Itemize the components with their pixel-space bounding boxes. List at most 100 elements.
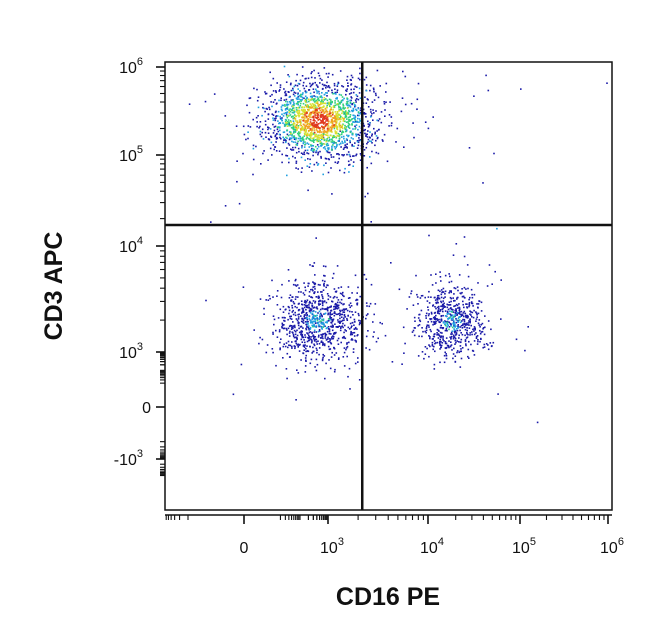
event-dot bbox=[346, 104, 349, 107]
event-dot bbox=[286, 137, 288, 140]
event-dot bbox=[270, 84, 272, 87]
event-dot bbox=[434, 322, 437, 324]
event-dot bbox=[293, 117, 296, 120]
event-dot bbox=[323, 325, 325, 327]
event-dot bbox=[321, 111, 324, 113]
event-dot bbox=[482, 182, 484, 184]
event-dot bbox=[335, 142, 337, 144]
event-dot bbox=[320, 327, 323, 329]
event-dot bbox=[336, 83, 339, 86]
event-dot bbox=[304, 286, 306, 289]
event-dot bbox=[338, 357, 340, 359]
event-dot bbox=[311, 331, 313, 334]
event-dot bbox=[329, 101, 332, 103]
event-dot bbox=[433, 340, 436, 342]
event-dot bbox=[389, 101, 391, 103]
event-dot bbox=[311, 123, 313, 126]
event-dot bbox=[293, 128, 296, 131]
event-dot bbox=[418, 335, 420, 338]
event-dot bbox=[265, 136, 267, 138]
event-dot bbox=[297, 101, 299, 103]
event-dot bbox=[305, 354, 307, 357]
event-dot bbox=[322, 106, 325, 108]
event-dot bbox=[291, 326, 293, 329]
event-dot bbox=[364, 195, 366, 198]
event-dot bbox=[460, 350, 462, 353]
event-dot bbox=[471, 302, 474, 305]
event-dot bbox=[334, 147, 337, 150]
event-dot bbox=[418, 313, 421, 316]
event-dot bbox=[349, 316, 352, 319]
event-dot bbox=[289, 294, 292, 296]
event-dot bbox=[464, 339, 467, 341]
event-dot bbox=[295, 336, 297, 339]
event-dot bbox=[358, 125, 361, 128]
event-dot bbox=[293, 324, 296, 327]
event-dot bbox=[350, 118, 353, 121]
event-dot bbox=[276, 132, 278, 135]
event-dot bbox=[317, 297, 320, 299]
event-dot bbox=[446, 312, 449, 315]
event-dot bbox=[460, 321, 462, 324]
event-dot bbox=[344, 337, 347, 340]
event-dot bbox=[290, 116, 293, 118]
event-dot bbox=[465, 324, 467, 326]
event-dot bbox=[352, 114, 354, 117]
event-dot bbox=[312, 148, 314, 150]
event-dot bbox=[291, 107, 294, 110]
event-dot bbox=[298, 327, 300, 330]
event-dot bbox=[315, 90, 318, 92]
event-dot bbox=[446, 310, 449, 313]
event-dot bbox=[323, 84, 325, 87]
event-dot bbox=[330, 313, 332, 316]
event-dot bbox=[355, 101, 357, 103]
event-dot bbox=[333, 146, 336, 148]
event-dot bbox=[451, 308, 453, 311]
event-dot bbox=[336, 153, 338, 155]
event-dot bbox=[333, 134, 335, 137]
event-dot bbox=[333, 84, 336, 87]
event-dot bbox=[354, 274, 357, 277]
event-dot bbox=[321, 359, 324, 362]
event-dot bbox=[474, 328, 476, 331]
event-dot bbox=[366, 166, 368, 169]
event-dot bbox=[373, 112, 375, 114]
event-dot bbox=[312, 138, 315, 140]
event-dot bbox=[315, 347, 318, 350]
event-dot bbox=[359, 97, 362, 99]
event-dot bbox=[321, 358, 324, 360]
event-dot bbox=[368, 123, 371, 126]
event-dot bbox=[291, 127, 294, 129]
event-dot bbox=[311, 71, 313, 73]
event-dot bbox=[344, 116, 347, 118]
event-dot bbox=[313, 127, 315, 129]
event-dot bbox=[376, 137, 379, 140]
event-dot bbox=[342, 111, 345, 113]
event-dot bbox=[295, 107, 298, 109]
event-dot bbox=[341, 85, 343, 87]
event-dot bbox=[325, 87, 327, 89]
event-dot bbox=[320, 101, 322, 104]
event-dot bbox=[340, 99, 343, 102]
event-dot bbox=[428, 302, 431, 304]
event-dot bbox=[456, 340, 458, 342]
event-dot bbox=[272, 331, 274, 334]
event-dot bbox=[346, 107, 349, 109]
event-dot bbox=[338, 125, 341, 128]
event-dot bbox=[437, 319, 439, 322]
event-dot bbox=[297, 127, 300, 129]
event-dot bbox=[364, 113, 367, 115]
event-dot bbox=[338, 114, 340, 116]
event-dot bbox=[401, 363, 403, 365]
event-dot bbox=[296, 84, 299, 87]
event-dot bbox=[352, 107, 355, 110]
event-dot bbox=[484, 326, 486, 329]
event-dot bbox=[425, 331, 427, 334]
event-dot bbox=[473, 333, 476, 336]
event-dot bbox=[331, 300, 333, 303]
event-dot bbox=[304, 127, 307, 129]
event-dot bbox=[353, 328, 356, 330]
event-dot bbox=[454, 314, 456, 316]
event-dot bbox=[452, 353, 455, 355]
event-dot bbox=[468, 340, 470, 343]
